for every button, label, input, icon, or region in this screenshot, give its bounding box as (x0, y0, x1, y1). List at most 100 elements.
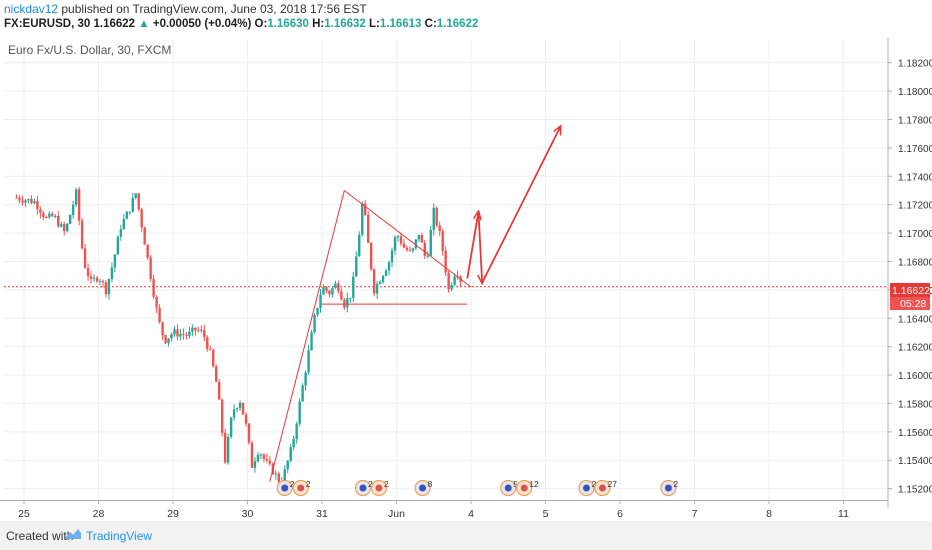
candle-body (429, 229, 432, 256)
candle-body (268, 460, 272, 464)
tradingview-link[interactable]: TradingView (86, 529, 153, 543)
candle-body (417, 234, 421, 240)
candle-body (372, 269, 376, 294)
drawings-layer[interactable] (269, 127, 561, 482)
price-chart[interactable]: Euro Fx/U.S. Dollar, 30, FXCM 2 2 2 2 8 5 12 2 2… (0, 38, 932, 521)
candle-body (137, 193, 140, 210)
candle-body (223, 432, 227, 463)
candle-body (107, 279, 111, 295)
candle-body (241, 402, 245, 415)
event-count: 8 (428, 479, 433, 489)
candle-body (212, 349, 215, 367)
candle-body (131, 197, 134, 212)
candle-body (176, 329, 179, 337)
candle-body (80, 220, 84, 249)
candle-body (57, 215, 60, 227)
candle-body (179, 333, 182, 337)
candle-body (27, 198, 30, 201)
candle-body (411, 248, 415, 251)
candle-body (453, 276, 456, 285)
candle-body (92, 277, 96, 279)
candle-body (283, 469, 286, 485)
y-tick-label: 1.15600 (898, 428, 932, 439)
candle-body (256, 454, 260, 462)
candle-body (170, 334, 173, 339)
y-tick-label: 1.17600 (898, 144, 932, 155)
candle-body (250, 442, 254, 468)
y-tick-label: 1.15400 (898, 456, 932, 467)
x-tick-label: 8 (766, 508, 772, 520)
open-value: 1.16630 (267, 18, 309, 30)
candle-body (200, 329, 203, 331)
created-with-text: Created with (6, 529, 74, 543)
candle-body (298, 401, 301, 424)
high-label: H: (312, 18, 325, 30)
candle-body (402, 243, 406, 248)
flag-center-icon (520, 484, 528, 492)
candle-body (438, 225, 441, 232)
candle-body (307, 350, 310, 373)
y-tick-label: 1.16400 (898, 314, 932, 325)
candle-body (441, 231, 444, 251)
candle-body (45, 216, 48, 218)
candle-body (310, 332, 313, 351)
publish-info: nickdav12 published on TradingView.com, … (4, 2, 367, 16)
candle-body (274, 473, 278, 475)
candle-body (349, 297, 352, 299)
candle-body (259, 454, 263, 456)
candle-body (155, 296, 158, 308)
event-count: 2 (384, 479, 389, 489)
candle-body (378, 282, 382, 284)
candle-body (63, 224, 66, 232)
open-label: O: (254, 18, 268, 30)
x-tick-label: Jun (388, 508, 405, 520)
candle-body (167, 338, 170, 344)
candle-body (188, 331, 191, 336)
candle-body (301, 385, 304, 402)
candle-body (74, 189, 78, 205)
y-tick-label: 1.17000 (898, 229, 932, 240)
candle-body (209, 349, 212, 351)
low-value: 1.16613 (379, 18, 422, 30)
y-tick-label: 1.15800 (898, 399, 932, 410)
candle-body (408, 250, 412, 252)
candle-body (15, 197, 18, 199)
candle-body (334, 283, 337, 289)
time-axis[interactable]: 25 28 29 30 31 Jun 4 5 6 7 8 11 (0, 500, 888, 520)
candle-body (340, 291, 343, 300)
symbol-label[interactable]: FX:EURUSD, 30 (4, 18, 91, 30)
projection-arrow (481, 127, 560, 284)
candle-body (352, 276, 355, 298)
candle-body (36, 201, 39, 210)
candle-body (119, 228, 123, 237)
candle-body (21, 200, 24, 203)
price-axis[interactable]: 1.15200 1.15400 1.15600 1.15800 1.16000 1.162… (887, 38, 932, 508)
author-link[interactable]: nickdav12 (4, 2, 59, 16)
candle-body (423, 242, 427, 256)
event-group: 8 (414, 479, 433, 497)
y-tick-label: 1.17800 (898, 116, 932, 127)
candle-body (331, 288, 334, 295)
chart-header: nickdav12 published on TradingView.com, … (0, 0, 932, 38)
y-tick-label: 1.18000 (898, 87, 932, 98)
candle-body (110, 267, 114, 280)
ohlc-legend: FX:EURUSD, 30 1.16622 ▲ +0.00050 (+0.04%… (4, 18, 478, 30)
high-value: 1.16632 (324, 18, 366, 30)
close-value: 1.16622 (436, 18, 479, 30)
candle-body (220, 399, 224, 433)
candle-body (235, 408, 239, 410)
event-count: 2 (591, 479, 596, 489)
tradingview-logo-icon[interactable] (64, 527, 82, 541)
candle-body (161, 322, 164, 336)
candle-body (390, 250, 394, 263)
candle-body (122, 218, 126, 229)
trend-line (344, 190, 472, 288)
events-layer[interactable]: 2 2 2 2 8 5 12 2 27 2 (276, 479, 678, 497)
candle-body (322, 287, 325, 295)
candle-body (358, 234, 361, 257)
countdown-bg (890, 297, 930, 310)
candle-body (265, 458, 269, 461)
candle-body (304, 372, 307, 386)
x-tick-label: 7 (692, 508, 698, 520)
